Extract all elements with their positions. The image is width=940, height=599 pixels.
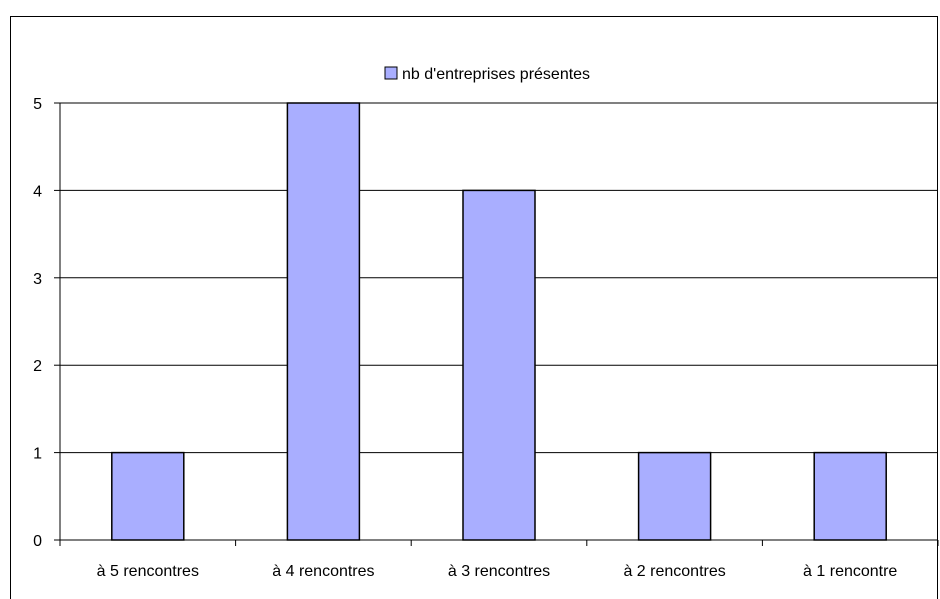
x-tick-label-1: à 5 rencontres xyxy=(97,563,199,580)
x-tick-label-2: à 4 rencontres xyxy=(272,563,374,580)
y-tick-label-1: 1 xyxy=(33,446,42,463)
y-tick-label-3: 3 xyxy=(33,271,42,288)
legend-label: nb d'entreprises présentes xyxy=(402,66,590,83)
bar-5 xyxy=(813,451,887,541)
y-tick-labels: 0 1 2 3 4 5 xyxy=(33,96,42,550)
legend-swatch xyxy=(384,66,398,80)
axes xyxy=(54,102,939,546)
y-tick-label-2: 2 xyxy=(33,358,42,375)
bar-3 xyxy=(462,189,536,541)
bars xyxy=(111,102,887,541)
x-tick-label-3: à 3 rencontres xyxy=(448,563,550,580)
y-tick-label-0: 0 xyxy=(33,533,42,550)
bar-1 xyxy=(111,451,185,541)
x-tick-labels: à 5 rencontres à 4 rencontres à 3 rencontr… xyxy=(97,563,898,580)
y-tick-label-5: 5 xyxy=(33,96,42,113)
bar-2 xyxy=(286,102,361,541)
bar-4 xyxy=(637,451,712,541)
legend: nb d'entreprises présentes xyxy=(384,66,590,83)
x-tick-label-5: à 1 rencontre xyxy=(803,563,897,580)
x-tick-label-4: à 2 rencontres xyxy=(623,563,725,580)
y-tick-label-4: 4 xyxy=(33,183,42,200)
